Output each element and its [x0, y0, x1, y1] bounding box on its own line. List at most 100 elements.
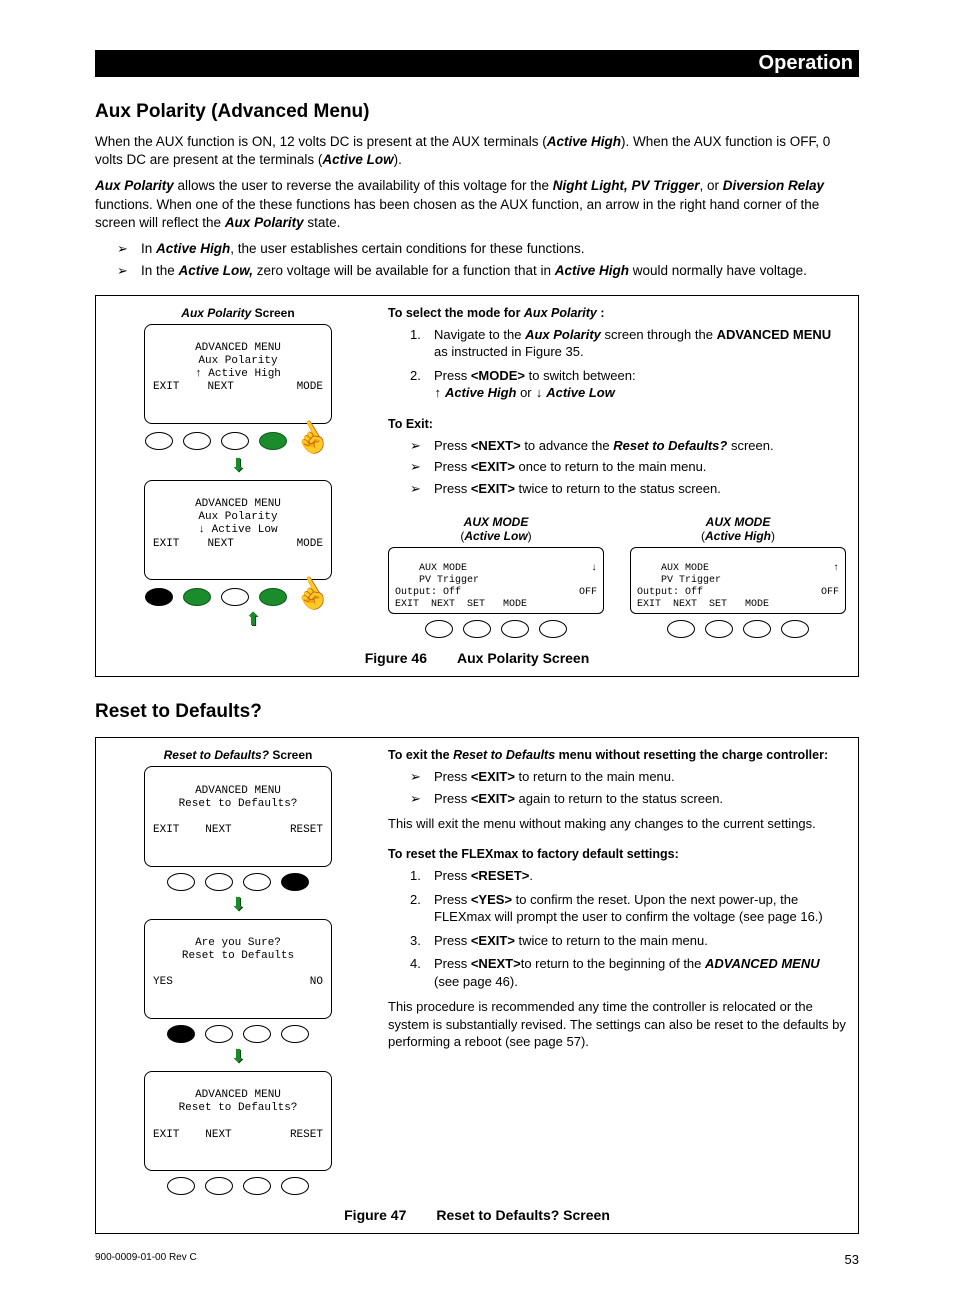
key: <EXIT> [471, 791, 515, 806]
text: twice to return to the main menu. [515, 933, 708, 948]
lcd-screen-low: ADVANCED MENUAux Polarity↓ Active LowEXI… [144, 480, 332, 580]
lcd-aux-low: AUX MODE↓ PV Trigger Output: OffOFFEXIT … [388, 547, 604, 614]
bullet-list-polarity: In Active High, the user establishes cer… [117, 240, 859, 280]
button-oval [281, 1025, 309, 1043]
text: Screen [251, 306, 294, 320]
button-oval [205, 1025, 233, 1043]
lcd-line: Output: Off [637, 587, 703, 599]
list-item: Press <NEXT> to advance the Reset to Def… [410, 437, 846, 455]
text: (see page 46). [434, 974, 518, 989]
key: <EXIT> [471, 933, 515, 948]
lcd-aux-high: AUX MODE↑ PV Trigger Output: OffOFFEXIT … [630, 547, 846, 614]
lcd-btn: MODE [297, 381, 323, 394]
button-oval [221, 588, 249, 606]
aux-mode-pair: AUX MODE (Active Low) AUX MODE↓ PV Trigg… [388, 515, 846, 640]
text: ) [528, 529, 532, 543]
text: Navigate to the [434, 327, 525, 342]
figure-46-box: Aux Polarity Screen ADVANCED MENUAux Pol… [95, 295, 859, 678]
text: screen through the [601, 327, 717, 342]
term: Active High [555, 263, 629, 278]
instr-heading: To select the mode for Aux Polarity : [388, 306, 846, 320]
para-aux-1: When the AUX function is ON, 12 volts DC… [95, 133, 859, 169]
key: <RESET> [471, 868, 530, 883]
button-oval [781, 620, 809, 638]
up-arrow-icon: ⬆ [245, 610, 260, 628]
text: . [529, 868, 533, 883]
list-item: Press <EXIT> to return to the main menu. [410, 768, 846, 786]
text: ). [394, 152, 402, 167]
para: This will exit the menu without making a… [388, 815, 846, 833]
text: or [516, 385, 535, 400]
figure-47-right: To exit the Reset to Defaults menu witho… [388, 748, 846, 1197]
text: Press [434, 892, 471, 907]
list-item: Press <YES> to confirm the reset. Upon t… [410, 891, 846, 926]
text: functions. When one of the these functio… [95, 197, 819, 230]
button-oval [463, 620, 491, 638]
caption-text: Reset to Defaults? Screen [436, 1207, 610, 1223]
lcd-line: Aux Polarity [153, 355, 323, 368]
header-bar: Operation [95, 50, 859, 77]
lcd-btn: EXIT [153, 824, 179, 837]
text: Press [434, 481, 471, 496]
text: twice to return to the status screen. [515, 481, 721, 496]
text: to advance the [521, 438, 614, 453]
button-oval-pressed [281, 873, 309, 891]
lcd-reset-3: ADVANCED MENUReset to Defaults? EXITNEXT… [144, 1071, 332, 1171]
down-arrow-icon: ⬇ [230, 895, 245, 913]
list-item: Navigate to the Aux Polarity screen thro… [410, 326, 846, 361]
key: <NEXT> [471, 956, 521, 971]
term: Active High [156, 241, 230, 256]
button-oval-pressed [167, 1025, 195, 1043]
text: Press [434, 868, 471, 883]
figure-46-caption: Figure 46Aux Polarity Screen [108, 650, 846, 666]
term-functions: Night Light, PV Trigger [553, 178, 700, 193]
text: again to return to the status screen. [515, 791, 723, 806]
lcd-btn: RESET [290, 824, 323, 837]
key: <MODE> [471, 368, 525, 383]
key: <EXIT> [471, 769, 515, 784]
button-oval-pressed [145, 588, 173, 606]
lcd-line: ADVANCED MENU [153, 1089, 323, 1102]
button-oval [743, 620, 771, 638]
lcd-line: Reset to Defaults [153, 950, 323, 963]
text: To select the mode for [388, 306, 524, 320]
lcd-line: ADVANCED MENU [153, 498, 323, 511]
para-aux-2: Aux Polarity allows the user to reverse … [95, 177, 859, 232]
button-oval-pressed [259, 432, 287, 450]
button-oval [205, 873, 233, 891]
lcd-btn: NO [310, 976, 323, 989]
button-oval [167, 873, 195, 891]
list-item: In the Active Low, zero voltage will be … [117, 262, 859, 280]
text: In the [141, 263, 179, 278]
section-title-reset: Reset to Defaults? [95, 701, 859, 723]
term: Aux Polarity [525, 327, 601, 342]
aux-mode-high: AUX MODE (Active High) AUX MODE↑ PV Trig… [630, 515, 846, 640]
text: , the user establishes certain condition… [230, 241, 584, 256]
text: Press [434, 769, 471, 784]
text: Press [434, 791, 471, 806]
lcd-line: EXIT NEXT SET MODE [637, 599, 769, 610]
button-oval [243, 1177, 271, 1195]
lcd-btn: NEXT [207, 538, 233, 551]
aux-title: AUX MODE [388, 515, 604, 529]
text: menu without resetting the charge contro… [555, 748, 828, 762]
buttons-row-1: ☝ [108, 424, 368, 454]
term-diversion: Diversion Relay [723, 178, 824, 193]
lcd-line: ↓ Active Low [153, 524, 323, 537]
lcd-btn: NEXT [205, 1129, 231, 1142]
text: Press [434, 459, 471, 474]
page: Operation Aux Polarity (Advanced Menu) W… [0, 0, 954, 1297]
lcd-reset-2: Are you Sure?Reset to Defaults YES NO [144, 919, 332, 1019]
list-item: Press <EXIT> once to return to the main … [410, 458, 846, 476]
button-oval [243, 1025, 271, 1043]
caption-text: Aux Polarity Screen [457, 650, 589, 666]
term: Reset to Defaults? [164, 748, 269, 762]
key: <EXIT> [471, 481, 515, 496]
text: ) [771, 529, 775, 543]
lcd-btn: EXIT [153, 1129, 179, 1142]
text: to switch between: [525, 368, 636, 383]
steps-list: Navigate to the Aux Polarity screen thro… [410, 326, 846, 403]
aux-mode-low: AUX MODE (Active Low) AUX MODE↓ PV Trigg… [388, 515, 604, 640]
hand-icon: ☝ [288, 417, 335, 462]
text: , or [699, 178, 722, 193]
